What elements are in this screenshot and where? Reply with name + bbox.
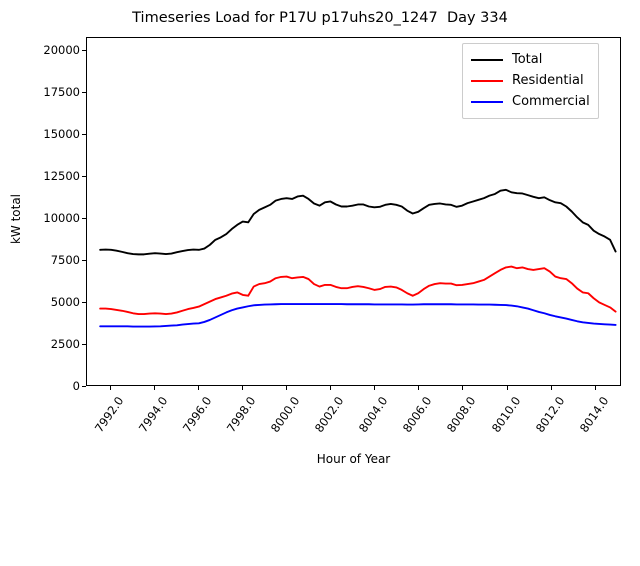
y-axis-label: kW total xyxy=(9,193,23,245)
y-tick-label: 15000 xyxy=(43,127,80,142)
series-line-total xyxy=(99,188,617,256)
y-tick-mark xyxy=(82,92,86,93)
x-tick-mark xyxy=(595,386,596,390)
series-line-commercial xyxy=(99,303,617,328)
x-tick-mark xyxy=(374,386,375,390)
x-tick-mark xyxy=(507,386,508,390)
legend-label: Total xyxy=(512,52,543,67)
y-tick-mark xyxy=(82,302,86,303)
x-tick-mark xyxy=(154,386,155,390)
x-tick-mark xyxy=(462,386,463,390)
x-tick-mark xyxy=(551,386,552,390)
legend-item-residential[interactable]: Residential xyxy=(471,70,590,91)
x-tick-mark xyxy=(242,386,243,390)
legend-swatch-commercial-icon xyxy=(471,100,503,103)
series-line-residential xyxy=(99,265,617,316)
series-lines xyxy=(99,188,617,328)
legend-item-total[interactable]: Total xyxy=(471,49,590,70)
x-tick-mark xyxy=(110,386,111,390)
y-tick-mark xyxy=(82,260,86,261)
y-tick-mark xyxy=(82,50,86,51)
legend-label: Residential xyxy=(512,73,584,88)
legend: Total Residential Commercial xyxy=(462,43,599,119)
y-tick-mark xyxy=(82,218,86,219)
legend-item-commercial[interactable]: Commercial xyxy=(471,91,590,112)
chart-figure: Timeseries Load for P17U p17uhs20_1247 D… xyxy=(0,0,621,480)
chart-title: Timeseries Load for P17U p17uhs20_1247 D… xyxy=(132,10,508,26)
y-tick-label: 10000 xyxy=(43,211,80,226)
y-tick-mark xyxy=(82,386,86,387)
y-tick-mark xyxy=(82,134,86,135)
x-tick-mark xyxy=(418,386,419,390)
y-tick-label: 7500 xyxy=(50,253,80,268)
x-tick-mark xyxy=(198,386,199,390)
y-tick-mark xyxy=(82,344,86,345)
y-tick-label: 0 xyxy=(72,379,80,393)
y-tick-label: 17500 xyxy=(43,85,80,100)
legend-label: Commercial xyxy=(512,94,590,109)
y-tick-label: 12500 xyxy=(43,169,80,184)
x-axis-label: Hour of Year xyxy=(316,452,391,466)
y-tick-label: 5000 xyxy=(50,295,80,310)
legend-swatch-residential-icon xyxy=(471,79,503,82)
y-tick-mark xyxy=(82,176,86,177)
y-tick-label: 2500 xyxy=(50,337,80,352)
legend-swatch-total-icon xyxy=(471,58,503,61)
y-axis-tick-labels: 0 2500 5000 7500 10000 12500 15000 17500 20000 xyxy=(0,0,80,480)
x-tick-mark xyxy=(330,386,331,390)
x-tick-mark xyxy=(286,386,287,390)
y-tick-label: 20000 xyxy=(43,43,80,58)
